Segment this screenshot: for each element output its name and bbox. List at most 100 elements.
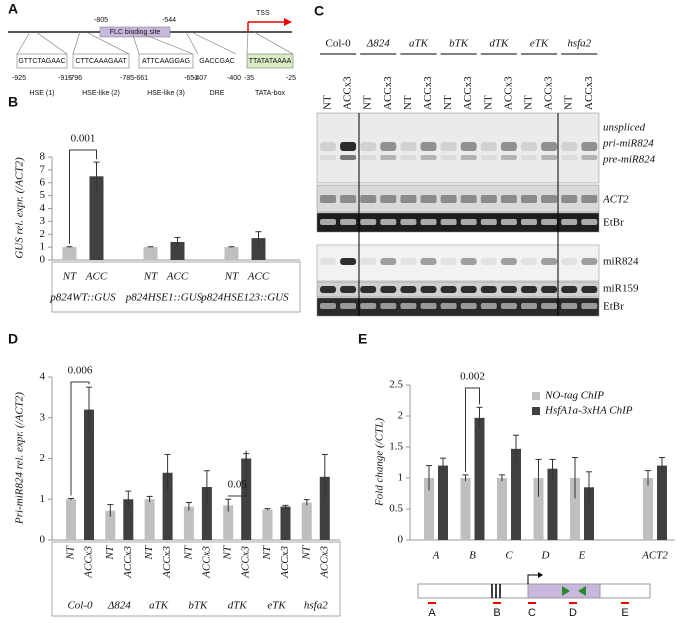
band — [420, 155, 437, 160]
band — [360, 286, 377, 293]
element-box — [16, 53, 68, 69]
band — [380, 258, 397, 265]
bar-label: ACC — [247, 271, 270, 283]
band — [561, 195, 578, 203]
band — [340, 142, 357, 151]
bar — [224, 247, 239, 260]
row-label: ACT2 — [602, 194, 629, 206]
bar — [84, 409, 94, 540]
band — [480, 155, 497, 160]
bar-label: NT — [222, 545, 234, 560]
band — [360, 155, 377, 160]
map-label: B — [493, 607, 500, 619]
band — [500, 155, 517, 160]
bar — [584, 487, 594, 540]
x-tick-label: B — [469, 550, 476, 562]
y-tick-label: 5 — [40, 189, 46, 201]
band — [460, 286, 477, 293]
genotype-label: bTK — [449, 38, 469, 50]
x-tick-label: Col-0 — [67, 600, 93, 612]
coord: -785 — [120, 75, 134, 82]
connector — [246, 31, 249, 55]
band — [521, 258, 537, 265]
band — [541, 286, 558, 293]
band — [340, 219, 357, 225]
band — [360, 303, 377, 309]
x-tick-label: C — [505, 550, 513, 562]
band — [480, 286, 497, 293]
bar — [511, 448, 521, 540]
bar — [251, 238, 266, 260]
lane-label: ACCx3 — [422, 76, 434, 110]
band — [541, 142, 558, 151]
y-tick-label: 1.5 — [389, 441, 403, 453]
band — [320, 303, 336, 309]
band — [400, 219, 417, 225]
band — [581, 219, 598, 225]
map-label: E — [621, 607, 628, 619]
band — [340, 195, 357, 203]
coord: -25 — [286, 75, 296, 82]
row-label: EtBr — [603, 301, 624, 313]
panel-letter: C — [314, 3, 324, 19]
bar — [241, 458, 252, 540]
panel-letter: E — [358, 331, 367, 347]
y-tick-label: 3 — [40, 215, 46, 227]
band — [521, 303, 537, 309]
sequence: TTATATAAAA — [249, 58, 292, 65]
bar-label: ACCx3 — [318, 546, 330, 579]
significance-bracket — [465, 387, 480, 472]
band — [581, 155, 598, 160]
y-tick-label: 2 — [398, 410, 404, 422]
x-tick-label: aTK — [149, 600, 169, 612]
lane-label: ACCx3 — [502, 76, 514, 110]
lane-label: NT — [322, 95, 334, 110]
x-tick-label: ACT2 — [641, 550, 668, 562]
bar — [438, 465, 448, 540]
band — [500, 286, 517, 293]
legend-label: HsfA1a-3xHA ChIP — [544, 405, 633, 417]
mirna-arrow — [578, 586, 586, 596]
y-tick-label: 2 — [40, 452, 46, 464]
y-tick-label: 3 — [40, 411, 46, 423]
band — [420, 258, 437, 265]
band — [561, 303, 578, 309]
bar — [144, 499, 155, 540]
bar — [162, 472, 173, 540]
y-tick-label: 4 — [40, 371, 46, 383]
band — [440, 142, 457, 151]
band — [561, 142, 578, 151]
map-label: A — [428, 607, 436, 619]
element-label: HSE-like (3) — [147, 90, 185, 97]
band — [340, 303, 357, 309]
y-tick-label: 1 — [398, 472, 404, 484]
annotation: 0.002 — [460, 371, 485, 383]
genotype-label: Δ824 — [366, 38, 390, 50]
band — [521, 155, 537, 160]
tss-label: TSS — [256, 10, 270, 17]
band — [420, 303, 437, 309]
significance-bracket — [69, 149, 97, 244]
panel-letter: D — [8, 331, 18, 347]
element-label: TATA-box — [255, 90, 285, 97]
element-box — [246, 53, 294, 69]
y-tick-label: 0 — [398, 534, 404, 546]
band — [320, 219, 336, 225]
panel-letter: B — [8, 94, 18, 110]
genotype-label: dTK — [489, 38, 509, 50]
bar — [424, 478, 434, 540]
band — [561, 258, 578, 265]
band — [420, 219, 437, 225]
bar — [570, 478, 580, 540]
bar-label: ACCx3 — [83, 546, 95, 579]
band — [561, 155, 578, 160]
band — [521, 195, 537, 203]
band — [420, 142, 437, 151]
y-tick-label: 4 — [40, 202, 46, 214]
connector — [131, 31, 140, 55]
band — [541, 303, 558, 309]
bar — [170, 241, 185, 260]
x-tick-label: hsfa2 — [304, 600, 328, 612]
band — [521, 219, 537, 225]
y-tick-label: 8 — [40, 151, 46, 163]
